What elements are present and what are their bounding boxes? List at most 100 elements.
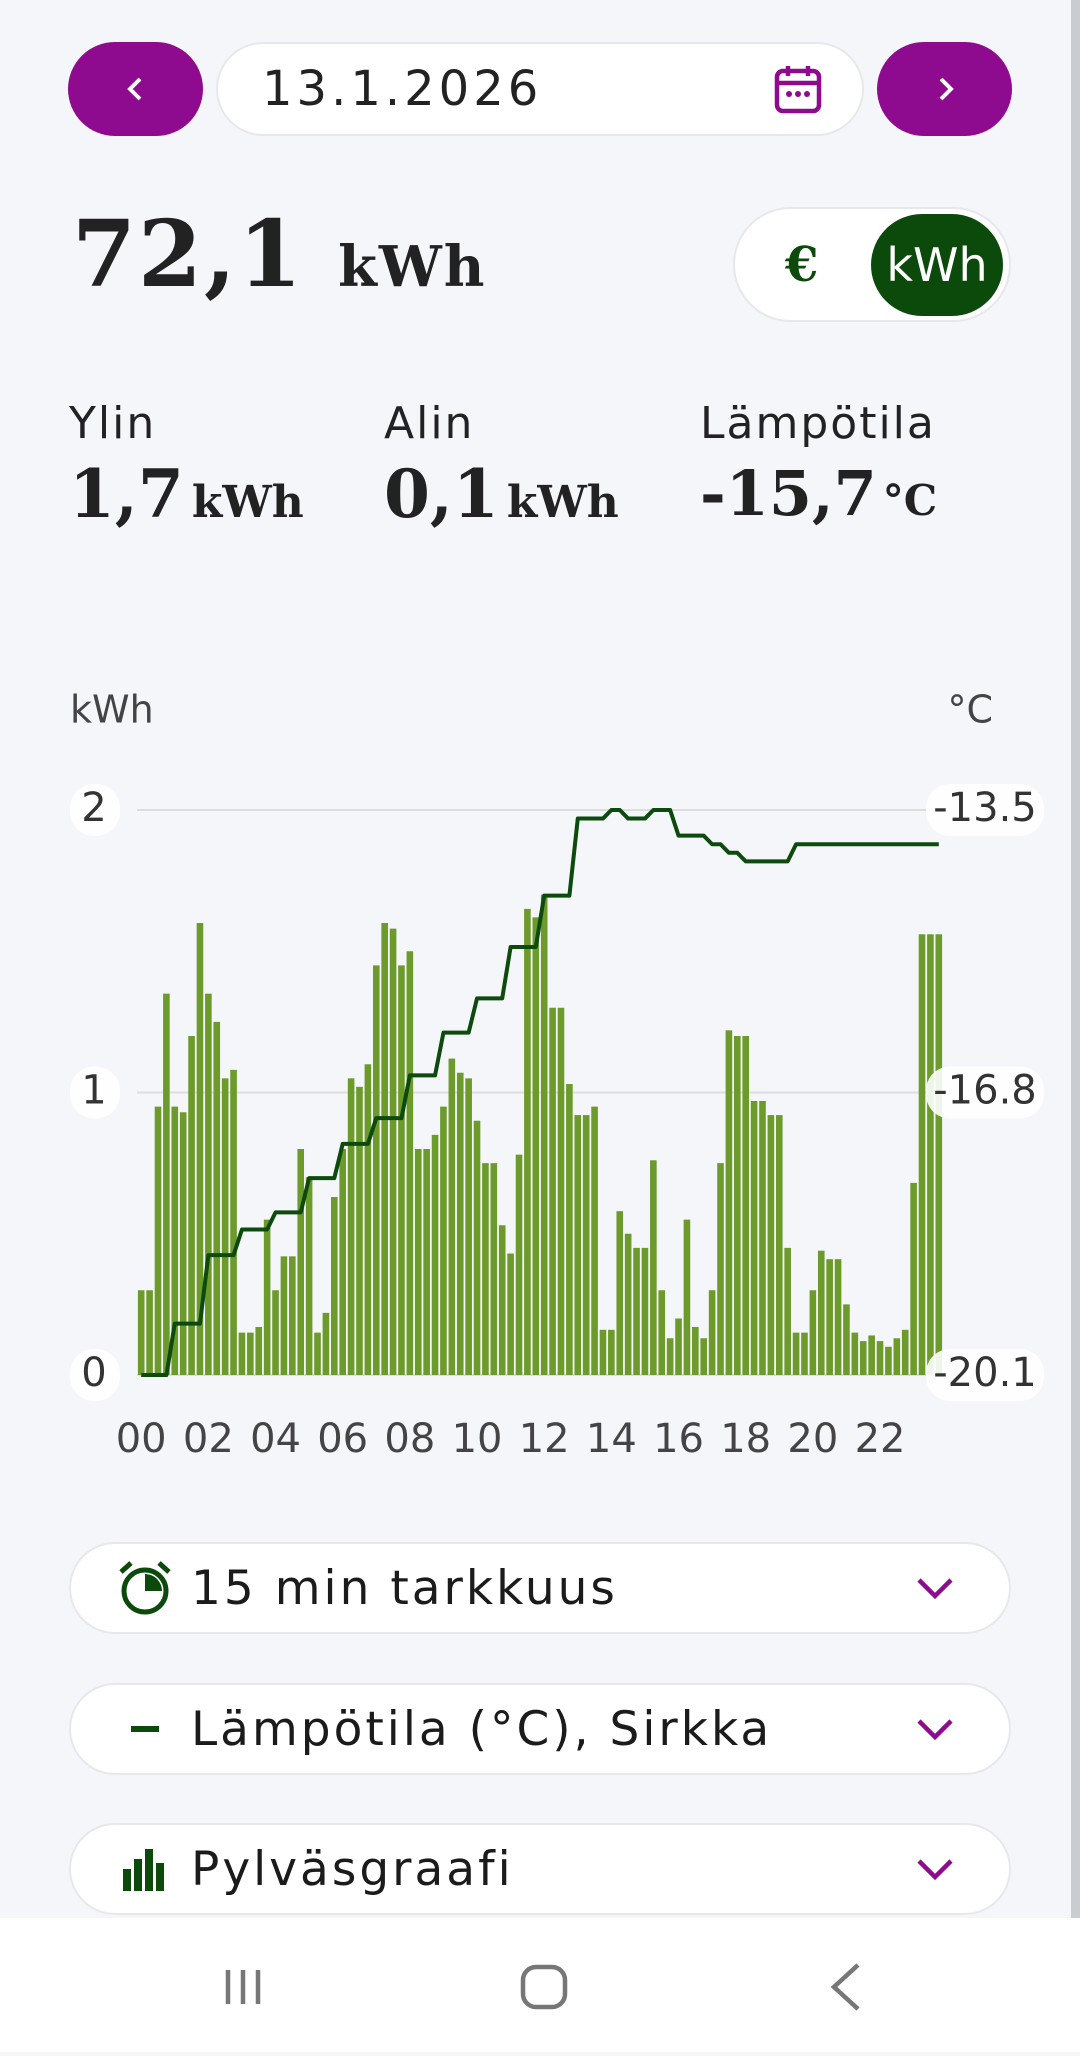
- bar: [322, 1312, 330, 1375]
- bar: [868, 1335, 875, 1375]
- total-unit: kWh: [338, 234, 487, 300]
- stat-value: -15,7: [700, 457, 877, 530]
- stat-value: 1,7: [69, 455, 184, 533]
- bar: [725, 1030, 733, 1375]
- bar: [910, 1182, 917, 1375]
- bar: [666, 1338, 674, 1375]
- unit-toggle: € kWh: [733, 207, 1011, 322]
- bar: [331, 1197, 338, 1375]
- bar: [498, 1225, 506, 1375]
- stat-unit: kWh: [506, 477, 619, 528]
- y-tick-label: 0: [81, 1350, 106, 1396]
- bar: [179, 1112, 187, 1375]
- control-label: Lämpötila (°C), Sirkka: [191, 1701, 773, 1757]
- bar: [406, 951, 414, 1375]
- resolution-dropdown[interactable]: 15 min tarkkuus: [69, 1542, 1011, 1634]
- control-label: Pylväsgraafi: [191, 1841, 514, 1897]
- bar: [314, 1332, 321, 1375]
- bar: [742, 1036, 749, 1375]
- x-tick-label: 00: [116, 1416, 167, 1462]
- next-icon: [939, 77, 954, 101]
- nav-icons: [225, 1963, 860, 2011]
- bar: [414, 1149, 422, 1375]
- bar: [423, 1149, 430, 1375]
- bar: [801, 1332, 808, 1375]
- calendar-icon: [774, 66, 822, 114]
- scrollbar: [1071, 0, 1080, 1918]
- bar: [608, 1329, 615, 1375]
- y2-tick-label: -13.5: [933, 785, 1037, 831]
- bar: [339, 1149, 346, 1375]
- bar: [272, 1290, 279, 1375]
- bar: [482, 1163, 489, 1375]
- bar: [675, 1318, 682, 1375]
- bar: [633, 1247, 640, 1375]
- stat-label: Alin: [384, 398, 475, 449]
- chart-type-dropdown[interactable]: Pylväsgraafi: [69, 1823, 1011, 1915]
- bar: [792, 1332, 800, 1375]
- bar: [146, 1290, 153, 1375]
- tick-label-bg: [926, 1066, 1044, 1119]
- x-tick-label: 20: [787, 1416, 838, 1462]
- bar: [700, 1338, 708, 1375]
- bar: [734, 1036, 741, 1375]
- bar: [289, 1256, 296, 1375]
- next-day-button[interactable]: [877, 42, 1012, 136]
- x-tick-label: 18: [720, 1416, 771, 1462]
- prev-day-button[interactable]: [68, 42, 203, 136]
- toggle-kwh[interactable]: kWh: [871, 214, 1003, 316]
- tick-label-bg: [70, 1066, 120, 1119]
- bar: [885, 1346, 892, 1375]
- bar: [566, 1084, 573, 1375]
- bars-icon: [123, 1849, 164, 1891]
- bar: [876, 1341, 884, 1375]
- bar: [230, 1069, 237, 1375]
- bar: [591, 1106, 598, 1375]
- temperature-line: [141, 808, 939, 1377]
- bar: [280, 1256, 288, 1375]
- bar: [381, 923, 388, 1375]
- y-axis-label: kWh: [70, 688, 154, 732]
- date-text: 13.1.2026: [262, 61, 543, 117]
- clock-icon: [119, 1561, 171, 1615]
- bar: [817, 1250, 825, 1375]
- bar: [305, 1177, 313, 1375]
- x-tick-label: 10: [452, 1416, 503, 1462]
- prev-icon: [126, 77, 141, 101]
- chevron: [917, 1578, 953, 1600]
- bar: [221, 1078, 229, 1375]
- total-value: 72,1 kWh: [72, 200, 487, 308]
- tick-label-bg: [926, 784, 1044, 836]
- bar: [448, 1058, 456, 1375]
- bar: [775, 1115, 783, 1375]
- bar: [372, 965, 380, 1375]
- chevron: [917, 1859, 953, 1881]
- bar: [692, 1326, 699, 1375]
- bar: [599, 1329, 607, 1375]
- tick-label-bg: [70, 784, 120, 836]
- chevron: [917, 1719, 953, 1741]
- bar: [473, 1120, 481, 1375]
- bar: [524, 908, 531, 1375]
- bar: [574, 1115, 582, 1375]
- bar: [154, 1106, 162, 1375]
- bar: [901, 1329, 909, 1375]
- line-icon: [131, 1726, 159, 1732]
- bar: [205, 993, 212, 1375]
- x-tick-label: 06: [317, 1416, 368, 1462]
- y-tick-label: 2: [81, 785, 106, 831]
- date-picker[interactable]: 13.1.2026: [216, 42, 864, 136]
- y2-tick-label: -20.1: [933, 1350, 1037, 1396]
- bar: [683, 1219, 691, 1375]
- stat-min: Alin 0,1 kWh: [384, 398, 619, 533]
- x-tick-label: 16: [653, 1416, 704, 1462]
- stat-unit: °C: [882, 476, 938, 525]
- stat-unit: kWh: [191, 477, 304, 528]
- bar: [650, 1160, 657, 1375]
- temperature-dropdown[interactable]: Lämpötila (°C), Sirkka: [69, 1683, 1011, 1775]
- tick-label-bg: [926, 1349, 1044, 1401]
- bar: [515, 1154, 523, 1375]
- toggle-euro[interactable]: €: [785, 237, 819, 293]
- bar: [255, 1326, 263, 1375]
